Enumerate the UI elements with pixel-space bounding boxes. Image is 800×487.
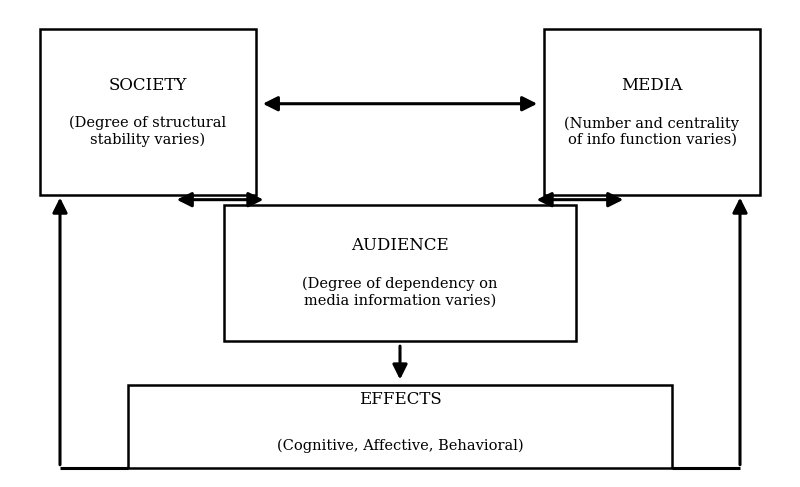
Text: MEDIA: MEDIA [622,77,682,94]
Text: EFFECTS: EFFECTS [358,391,442,408]
Text: (Degree of structural
stability varies): (Degree of structural stability varies) [70,116,226,147]
Bar [224,205,576,341]
Text: (Degree of dependency on
media information varies): (Degree of dependency on media informati… [302,277,498,307]
Text: (Number and centrality
of info function varies): (Number and centrality of info function … [565,116,739,147]
Bar [40,29,256,195]
Text: AUDIENCE: AUDIENCE [351,238,449,254]
Text: (Cognitive, Affective, Behavioral): (Cognitive, Affective, Behavioral) [277,438,523,453]
Text: SOCIETY: SOCIETY [109,77,187,94]
Bar [128,385,672,468]
Bar [544,29,760,195]
